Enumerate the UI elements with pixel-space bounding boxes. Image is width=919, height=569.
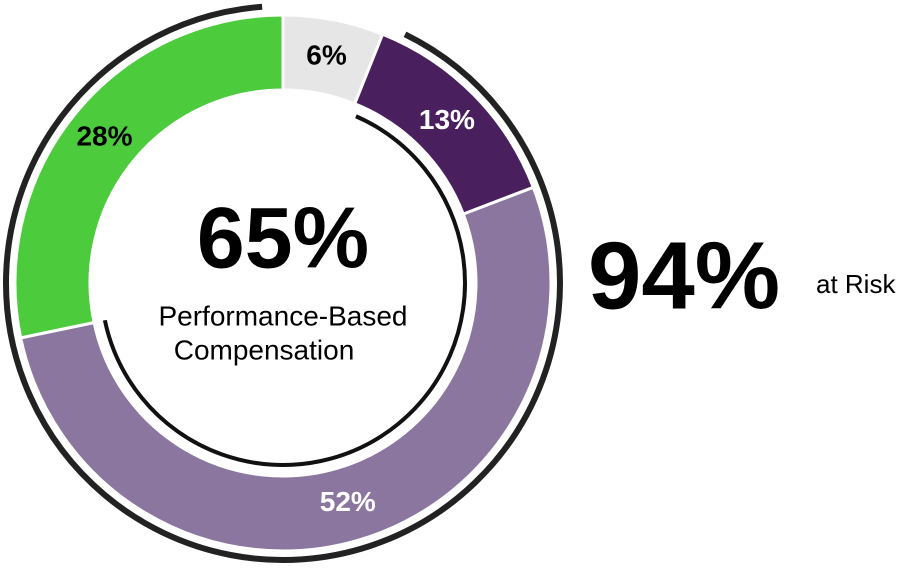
outer-bracket-arc (3, 3, 563, 563)
data-label: 6% (306, 40, 347, 71)
center-label: Performance-Based (158, 300, 407, 331)
side-label: at Risk (816, 269, 896, 299)
side-value: 94% (588, 222, 780, 329)
data-label: 13% (419, 104, 475, 135)
inner-bracket-arc (102, 114, 467, 467)
data-label: 28% (76, 120, 132, 151)
data-label: 52% (320, 486, 376, 517)
center-label: Compensation (174, 334, 355, 365)
donut-segment (18, 185, 553, 553)
donut-segment (13, 13, 285, 340)
center-value: 65% (197, 191, 369, 287)
